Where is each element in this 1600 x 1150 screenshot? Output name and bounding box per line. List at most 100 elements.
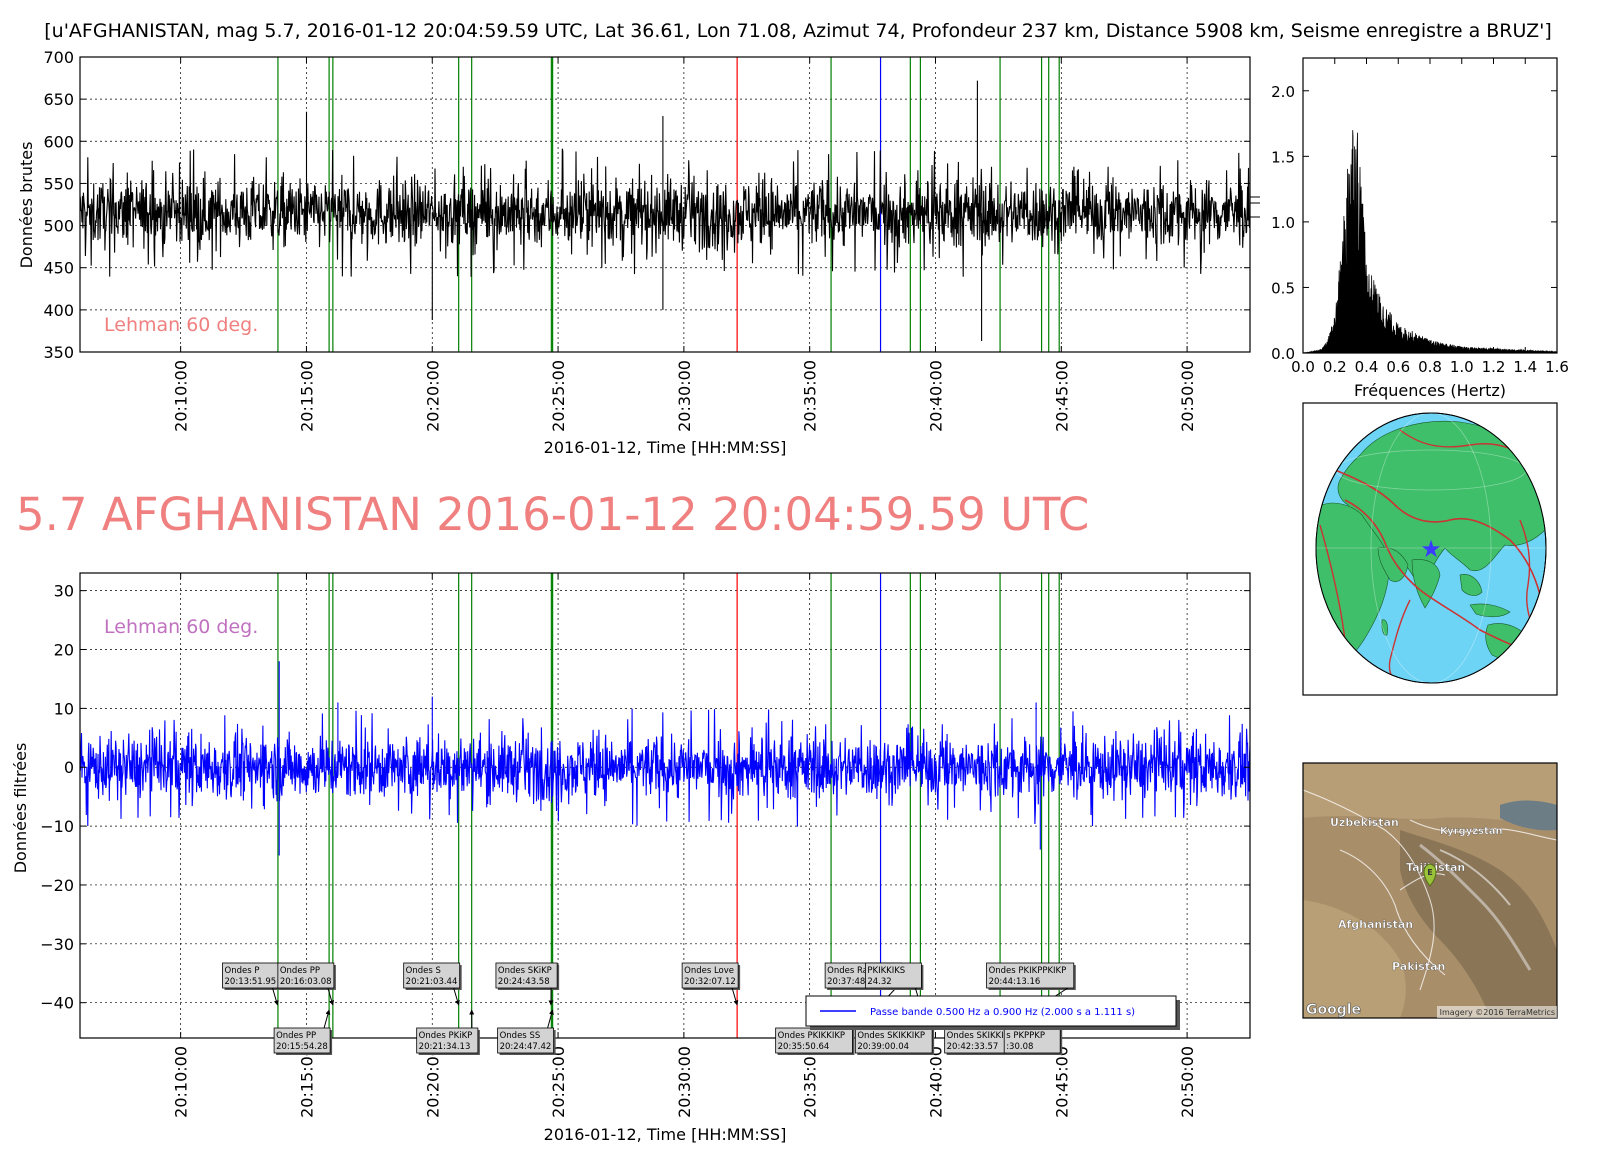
spectrum-x-tick-label: 0.8 bbox=[1418, 358, 1442, 376]
x-tick-label: 20:10:00 bbox=[172, 360, 191, 432]
phase-label-arrow bbox=[323, 1009, 331, 1029]
phase-label-time: 20:24:47.42 bbox=[500, 1042, 552, 1052]
legend-text: Passe bande 0.500 Hz a 0.900 Hz (2.000 s… bbox=[870, 1007, 1135, 1018]
star-icon: ★ bbox=[1420, 535, 1442, 563]
x-tick-label: 20:40:00 bbox=[926, 1046, 945, 1118]
y-tick-label: 450 bbox=[43, 259, 74, 278]
spectrum-ticks: 0.0 0.2 0.4 0.6 0.8 1.0 1.2 1.4 1.6 0.0 0.5 1.0 1.5 2… bbox=[1271, 58, 1569, 376]
map-label-tajikistan: Tajikistan bbox=[1406, 861, 1465, 874]
phase-label-box: s PKPPKP:30.08 bbox=[1003, 1009, 1063, 1055]
filtered-lehman-annotation: Lehman 60 deg. bbox=[104, 616, 258, 638]
phase-label-name: Ondes SKIKKIKS bbox=[947, 1031, 1015, 1041]
x-tick-label: 20:30:00 bbox=[675, 360, 694, 432]
map-pin-icon: E bbox=[1423, 863, 1437, 887]
phase-label-arrow bbox=[547, 1009, 554, 1029]
y-tick-label: 650 bbox=[43, 90, 74, 109]
spectrum-x-axis-label: Fréquences (Hertz) bbox=[1354, 381, 1506, 400]
header-title: [u'AFGHANISTAN, mag 5.7, 2016-01-12 20:0… bbox=[44, 20, 1552, 42]
globe-outline bbox=[1315, 412, 1547, 684]
imagery-credit: Imagery ©2016 TerraMetrics bbox=[1440, 1008, 1555, 1017]
y-tick-label: 350 bbox=[43, 343, 74, 362]
x-tick-label: 20:10:00 bbox=[172, 1046, 191, 1118]
raw-data-panel: 20:10:00 20:15:00 20:20:00 20:25:00 20:30:00… bbox=[17, 48, 1260, 457]
phase-label-time: 20:39:00.04 bbox=[857, 1042, 909, 1052]
y-tick-label: 600 bbox=[43, 132, 74, 151]
phase-label-time: 20:13:51.95 bbox=[225, 977, 277, 987]
phase-label-time: 20:42:33.57 bbox=[947, 1042, 999, 1052]
phase-label-arrow bbox=[272, 987, 279, 1006]
filtered-y-axis-label: Données filtrées bbox=[11, 743, 30, 874]
phase-label-name: Ondes Rayleigh bbox=[827, 966, 894, 976]
satellite-frame bbox=[1302, 762, 1558, 1019]
y-tick-label: 20 bbox=[54, 641, 74, 660]
phase-label-name: Ondes SKiKP bbox=[498, 966, 552, 976]
phase-label-time: 24.32 bbox=[867, 977, 891, 987]
map-label-afghanistan: Afghanistan bbox=[1338, 918, 1413, 931]
phase-label-name: Ondes P bbox=[225, 966, 260, 976]
phase-label-name: Ondes PKiKP bbox=[419, 1031, 473, 1041]
phase-label-name: Ondes PKIKKIKP bbox=[778, 1031, 845, 1041]
filter-legend: Passe bande 0.500 Hz a 0.900 Hz (2.000 s… bbox=[805, 995, 1180, 1030]
y-tick-label: −40 bbox=[40, 994, 74, 1013]
spectrum-x-tick-label: 1.0 bbox=[1450, 358, 1474, 376]
filtered-phase-lines bbox=[277, 573, 1060, 1038]
spectrum-x-tick-label: 0.2 bbox=[1323, 358, 1347, 376]
raw-lehman-annotation: Lehman 60 deg. bbox=[104, 314, 258, 336]
x-tick-label: 20:35:00 bbox=[801, 360, 820, 432]
phase-label-name: PKIKKIKS bbox=[867, 966, 905, 976]
phase-label-time: 20:44:13.16 bbox=[989, 977, 1041, 987]
phase-label-arrow bbox=[731, 987, 739, 1006]
spectrum-panel: 0.0 0.2 0.4 0.6 0.8 1.0 1.2 1.4 1.6 0.0 0.5 1.0 1.5 2… bbox=[1271, 57, 1569, 400]
spectrum-x-tick-label: 0.0 bbox=[1291, 358, 1315, 376]
map-pin-letter: E bbox=[1427, 868, 1432, 877]
phase-label-time: 20:24:43.58 bbox=[498, 977, 550, 987]
x-tick-label: 20:50:00 bbox=[1178, 360, 1197, 432]
spectrum-y-tick-label: 1.5 bbox=[1271, 148, 1295, 166]
satellite-map-panel: Uzbekistan Kyrgyzstan Tajikistan Afghani… bbox=[1302, 762, 1558, 1019]
x-tick-label: 20:20:00 bbox=[423, 1046, 442, 1118]
raw-trace-line bbox=[80, 80, 1250, 341]
phase-label-time: 20:32:07.12 bbox=[684, 977, 736, 987]
phase-label-box: Ondes P20:13:51.95 bbox=[222, 962, 281, 1006]
spectrum-y-tick-label: 0.0 bbox=[1271, 345, 1295, 363]
filtered-trace-line bbox=[80, 661, 1250, 856]
globe-map-panel: ★ bbox=[1302, 402, 1558, 696]
spectrum-y-tick-label: 0.5 bbox=[1271, 279, 1295, 297]
phase-label-box: Ondes S20:21:03.44 bbox=[403, 962, 462, 1006]
spectrum-x-tick-label: 0.6 bbox=[1386, 358, 1410, 376]
filtered-x-axis-label: 2016-01-12, Time [HH:MM:SS] bbox=[544, 1125, 787, 1144]
phase-label-time: 20:21:03.44 bbox=[406, 977, 458, 987]
x-tick-label: 20:45:00 bbox=[1052, 1046, 1071, 1118]
phase-label-name: Ondes PP bbox=[280, 966, 320, 976]
phase-label-time: :30.08 bbox=[1006, 1042, 1033, 1052]
x-tick-label: 20:25:00 bbox=[549, 1046, 568, 1118]
phase-label-name: Ondes SS bbox=[500, 1031, 541, 1041]
spectrum-x-tick-label: 1.6 bbox=[1545, 358, 1569, 376]
phase-label-arrow bbox=[327, 987, 334, 1006]
phase-label-arrow bbox=[453, 987, 460, 1006]
raw-ticks: 20:10:00 20:15:00 20:20:00 20:25:00 20:30:00… bbox=[43, 48, 1250, 432]
y-tick-label: 550 bbox=[43, 174, 74, 193]
spectrum-x-tick-label: 0.4 bbox=[1355, 358, 1379, 376]
spectrum-x-tick-label: 1.4 bbox=[1513, 358, 1537, 376]
spectrum-y-tick-label: 2.0 bbox=[1271, 83, 1295, 101]
globe-land bbox=[1316, 413, 1546, 683]
raw-y-axis-label: Données brutes bbox=[17, 142, 36, 269]
map-label-kyrgyzstan: Kyrgyzstan bbox=[1440, 826, 1503, 837]
x-tick-label: 20:25:00 bbox=[549, 360, 568, 432]
x-tick-label: 20:30:00 bbox=[675, 1046, 694, 1118]
spectrum-y-tick-label: 1.0 bbox=[1271, 214, 1295, 232]
y-tick-label: −20 bbox=[40, 876, 74, 895]
raw-plot-frame bbox=[79, 56, 1251, 353]
map-label-uzbekistan: Uzbekistan bbox=[1330, 816, 1399, 829]
x-tick-label: 20:45:00 bbox=[1052, 360, 1071, 432]
y-tick-label: 0 bbox=[64, 758, 74, 777]
